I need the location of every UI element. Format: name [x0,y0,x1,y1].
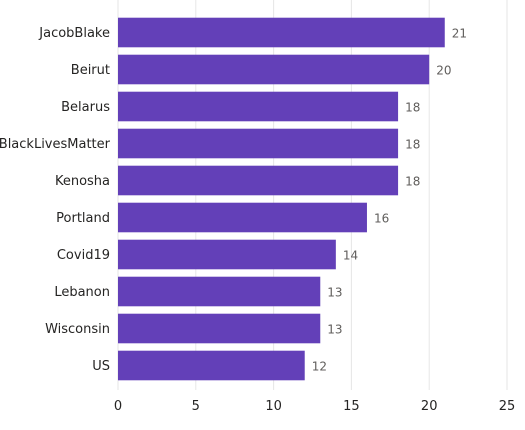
bars [118,17,445,381]
bar-us[interactable] [118,350,305,381]
category-label: Beirut [71,63,110,78]
category-label: US [92,359,110,374]
x-tick-label: 5 [192,399,200,414]
category-label: Portland [56,211,110,226]
bar-portland[interactable] [118,202,367,233]
category-label: Lebanon [54,285,110,300]
value-label: 12 [312,360,327,374]
value-label: 14 [343,249,358,263]
value-label: 20 [436,64,451,78]
category-label: JacobBlake [38,26,110,41]
bar-covid19[interactable] [118,239,336,270]
bar-wisconsin[interactable] [118,313,321,344]
x-axis-tick-labels: 0 5 10 15 20 25 [114,399,515,414]
category-labels: JacobBlake Beirut Belarus BlackLivesMatter K… [0,26,111,374]
category-label: Covid19 [57,248,110,263]
value-label: 16 [374,212,389,226]
x-tick-label: 15 [343,399,360,414]
value-label: 13 [327,286,342,300]
x-tick-label: 20 [421,399,438,414]
value-label: 18 [405,175,420,189]
x-tick-label: 25 [499,399,516,414]
x-tick-label: 0 [114,399,122,414]
bar-beirut[interactable] [118,54,430,85]
value-label: 13 [327,323,342,337]
category-label: BlackLivesMatter [0,137,111,152]
bar-belarus[interactable] [118,91,399,122]
bar-lebanon[interactable] [118,276,321,307]
bar-kenosha[interactable] [118,165,399,196]
value-label: 21 [452,27,467,41]
category-label: Wisconsin [45,322,110,337]
value-labels: 21 20 18 18 18 16 14 13 13 12 [312,27,467,374]
value-label: 18 [405,138,420,152]
category-label: Kenosha [55,174,110,189]
bar-blacklivesmatter[interactable] [118,128,399,159]
value-label: 18 [405,101,420,115]
bar-jacobblake[interactable] [118,17,445,48]
category-label: Belarus [61,100,110,115]
x-tick-label: 10 [265,399,282,414]
